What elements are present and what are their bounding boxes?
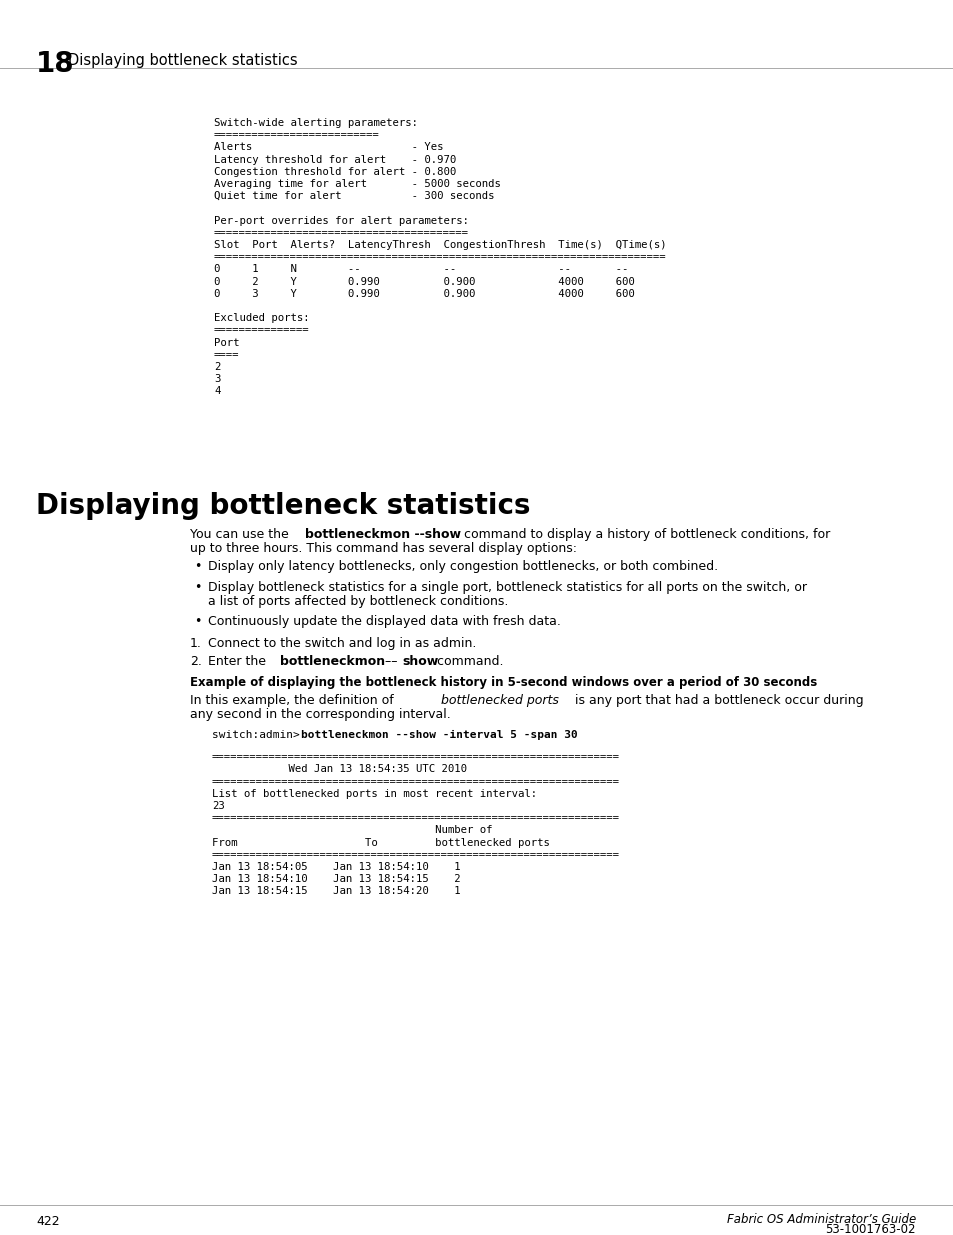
Text: ========================================: ======================================== <box>213 227 469 238</box>
Text: •: • <box>193 615 201 629</box>
Text: Per-port overrides for alert parameters:: Per-port overrides for alert parameters: <box>213 216 469 226</box>
Text: Displaying bottleneck statistics: Displaying bottleneck statistics <box>36 492 530 520</box>
Text: In this example, the definition of: In this example, the definition of <box>190 694 397 706</box>
Text: Excluded ports:: Excluded ports: <box>213 314 310 324</box>
Text: bottleneckmon --show -interval 5 -span 30: bottleneckmon --show -interval 5 -span 3… <box>301 730 578 740</box>
Text: •: • <box>193 561 201 573</box>
Text: ====: ==== <box>213 350 239 359</box>
Text: bottleneckmon --show: bottleneckmon --show <box>305 529 460 541</box>
Text: Jan 13 18:54:05    Jan 13 18:54:10    1: Jan 13 18:54:05 Jan 13 18:54:10 1 <box>212 862 460 872</box>
Text: 422: 422 <box>36 1215 59 1228</box>
Text: a list of ports affected by bottleneck conditions.: a list of ports affected by bottleneck c… <box>208 595 508 608</box>
Text: ================================================================: ========================================… <box>212 813 619 824</box>
Text: Display bottleneck statistics for a single port, bottleneck statistics for all p: Display bottleneck statistics for a sing… <box>208 580 806 594</box>
Text: 4: 4 <box>213 387 220 396</box>
Text: Continuously update the displayed data with fresh data.: Continuously update the displayed data w… <box>208 615 560 629</box>
Text: is any port that had a bottleneck occur during: is any port that had a bottleneck occur … <box>570 694 862 706</box>
Text: Enter the: Enter the <box>208 656 270 668</box>
Text: Connect to the switch and log in as admin.: Connect to the switch and log in as admi… <box>208 637 476 650</box>
Text: From                    To         bottlenecked ports: From To bottlenecked ports <box>212 837 549 847</box>
Text: 1.: 1. <box>190 637 202 650</box>
Text: up to three hours. This command has several display options:: up to three hours. This command has seve… <box>190 542 577 556</box>
Text: ================================================================: ========================================… <box>212 752 619 762</box>
Text: 18: 18 <box>36 49 74 78</box>
Text: Quiet time for alert           - 300 seconds: Quiet time for alert - 300 seconds <box>213 191 494 201</box>
Text: ––: –– <box>380 656 396 668</box>
Text: 0     2     Y        0.990          0.900             4000     600: 0 2 Y 0.990 0.900 4000 600 <box>213 277 634 287</box>
Text: 53-1001763-02: 53-1001763-02 <box>824 1223 915 1235</box>
Text: Jan 13 18:54:10    Jan 13 18:54:15    2: Jan 13 18:54:10 Jan 13 18:54:15 2 <box>212 874 460 884</box>
Text: command.: command. <box>433 656 503 668</box>
Text: Wed Jan 13 18:54:35 UTC 2010: Wed Jan 13 18:54:35 UTC 2010 <box>212 764 467 774</box>
Text: bottlenecked ports: bottlenecked ports <box>441 694 558 706</box>
Text: Latency threshold for alert    - 0.970: Latency threshold for alert - 0.970 <box>213 154 456 164</box>
Text: Number of: Number of <box>212 825 492 835</box>
Text: Display only latency bottlenecks, only congestion bottlenecks, or both combined.: Display only latency bottlenecks, only c… <box>208 561 718 573</box>
Text: ================================================================: ========================================… <box>212 777 619 787</box>
Text: 23: 23 <box>212 802 225 811</box>
Text: Slot  Port  Alerts?  LatencyThresh  CongestionThresh  Time(s)  QTime(s): Slot Port Alerts? LatencyThresh Congesti… <box>213 240 666 249</box>
Text: Alerts                         - Yes: Alerts - Yes <box>213 142 443 152</box>
Text: 3: 3 <box>213 374 220 384</box>
Text: Fabric OS Administrator’s Guide: Fabric OS Administrator’s Guide <box>726 1213 915 1226</box>
Text: •: • <box>193 580 201 594</box>
Text: Example of displaying the bottleneck history in 5-second windows over a period o: Example of displaying the bottleneck his… <box>190 676 817 689</box>
Text: Averaging time for alert       - 5000 seconds: Averaging time for alert - 5000 seconds <box>213 179 500 189</box>
Text: Displaying bottleneck statistics: Displaying bottleneck statistics <box>68 53 297 68</box>
Text: 0     1     N        --             --                --       --: 0 1 N -- -- -- -- <box>213 264 628 274</box>
Text: 0     3     Y        0.990          0.900             4000     600: 0 3 Y 0.990 0.900 4000 600 <box>213 289 634 299</box>
Text: ================================================================: ========================================… <box>212 850 619 860</box>
Text: Congestion threshold for alert - 0.800: Congestion threshold for alert - 0.800 <box>213 167 456 177</box>
Text: switch:admin>: switch:admin> <box>212 730 306 740</box>
Text: command to display a history of bottleneck conditions, for: command to display a history of bottlene… <box>459 529 829 541</box>
Text: List of bottlenecked ports in most recent interval:: List of bottlenecked ports in most recen… <box>212 789 537 799</box>
Text: bottleneckmon: bottleneckmon <box>279 656 385 668</box>
Text: show: show <box>402 656 438 668</box>
Text: 2: 2 <box>213 362 220 372</box>
Text: ==========================: ========================== <box>213 130 379 141</box>
Text: Jan 13 18:54:15    Jan 13 18:54:20    1: Jan 13 18:54:15 Jan 13 18:54:20 1 <box>212 887 460 897</box>
Text: Port: Port <box>213 337 239 347</box>
Text: You can use the: You can use the <box>190 529 293 541</box>
Text: Switch-wide alerting parameters:: Switch-wide alerting parameters: <box>213 119 417 128</box>
Text: =======================================================================: ========================================… <box>213 252 666 262</box>
Text: ===============: =============== <box>213 325 310 336</box>
Text: 2.: 2. <box>190 656 202 668</box>
Text: any second in the corresponding interval.: any second in the corresponding interval… <box>190 708 450 721</box>
